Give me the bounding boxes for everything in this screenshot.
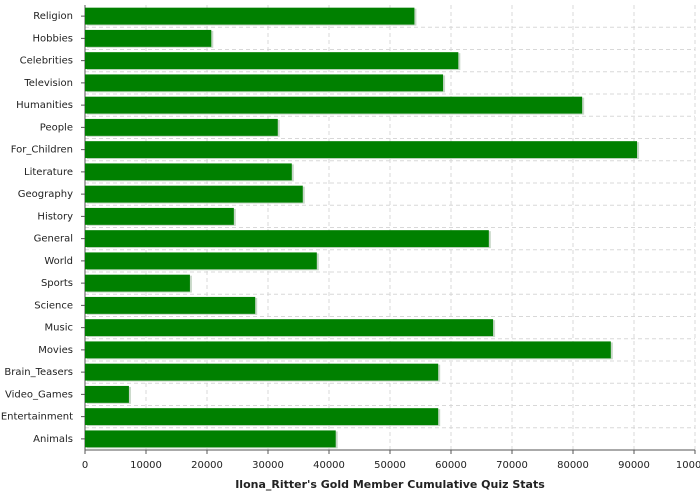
bar <box>85 296 256 314</box>
y-tick-label: Animals <box>33 434 73 445</box>
x-tick-label: 70000 <box>496 460 528 471</box>
x-tick-label: 80000 <box>557 460 589 471</box>
y-tick-label: Brain_Teasers <box>4 367 73 378</box>
x-tick-label: 100000 <box>676 460 700 471</box>
bar <box>85 96 583 114</box>
y-tick-label: Video_Games <box>5 389 73 400</box>
y-tick-label: Movies <box>38 345 73 356</box>
y-tick-label: Entertainment <box>1 412 73 423</box>
bar <box>85 185 303 203</box>
y-tick-label: Sports <box>41 278 73 289</box>
x-tick-label: 50000 <box>374 460 406 471</box>
y-tick-label: Hobbies <box>33 33 73 44</box>
x-tick-label: 10000 <box>130 460 162 471</box>
bar <box>85 341 611 359</box>
bar <box>85 319 494 337</box>
y-tick-label: Religion <box>33 11 73 22</box>
y-tick-label: People <box>40 122 73 133</box>
x-tick-label: 30000 <box>252 460 284 471</box>
x-tick-label: 40000 <box>313 460 345 471</box>
x-tick-label: 0 <box>82 460 88 471</box>
y-tick-label: Celebrities <box>20 56 73 67</box>
y-tick-label: Science <box>34 300 73 311</box>
bar <box>85 163 292 181</box>
bar <box>85 207 234 225</box>
y-tick-label: History <box>37 211 73 222</box>
bar <box>85 363 439 381</box>
y-tick-label: General <box>34 234 73 245</box>
x-tick-label: 60000 <box>435 460 467 471</box>
bar <box>85 29 212 47</box>
y-tick-label: Geography <box>18 189 73 200</box>
bar <box>85 141 638 159</box>
bar <box>85 252 317 270</box>
bar <box>85 274 190 292</box>
x-tick-label: 90000 <box>618 460 650 471</box>
y-tick-label: World <box>44 256 73 267</box>
bar <box>85 118 278 136</box>
y-tick-label: For_Children <box>11 145 73 156</box>
x-tick-label: 20000 <box>191 460 223 471</box>
y-tick-label: Humanities <box>16 100 73 111</box>
bar <box>85 385 129 403</box>
bar <box>85 52 459 70</box>
bar <box>85 74 444 92</box>
y-tick-label: Literature <box>24 167 73 178</box>
bar <box>85 408 439 426</box>
bar <box>85 230 489 248</box>
y-tick-label: Television <box>23 78 73 89</box>
bar <box>85 430 336 448</box>
chart-title: Ilona_Ritter's Gold Member Cumulative Qu… <box>235 478 545 491</box>
y-tick-label: Music <box>45 323 73 334</box>
bar <box>85 7 415 25</box>
